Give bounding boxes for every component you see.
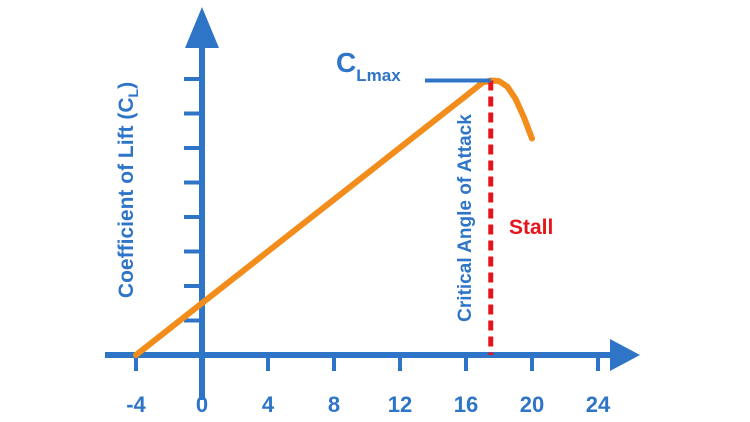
x-tick-label: -4 [126,392,146,417]
annotations: CLmax Critical Angle of Attack Stall [336,47,553,355]
x-tick-label: 0 [196,392,208,417]
y-axis-title: Coefficient of Lift (CL) [115,82,141,298]
clmax-label: CLmax [336,47,401,85]
stall-label: Stall [509,216,553,239]
critical-angle-label: Critical Angle of Attack [455,114,476,322]
y-axis-arrow-icon [185,7,219,48]
lift-curve-line [133,77,535,358]
x-tick-label: 4 [262,392,275,417]
x-tick-label: 12 [388,392,412,417]
x-tick-label: 20 [520,392,544,417]
x-axis-arrow-icon [610,339,640,371]
curve-layer [133,77,535,358]
axes: -4 0 4 8 12 16 20 24 Coefficient of Lift (CL) [105,7,640,417]
x-tick-label: 16 [454,392,478,417]
x-tick-label: 24 [586,392,611,417]
x-tick-label: 8 [328,392,340,417]
